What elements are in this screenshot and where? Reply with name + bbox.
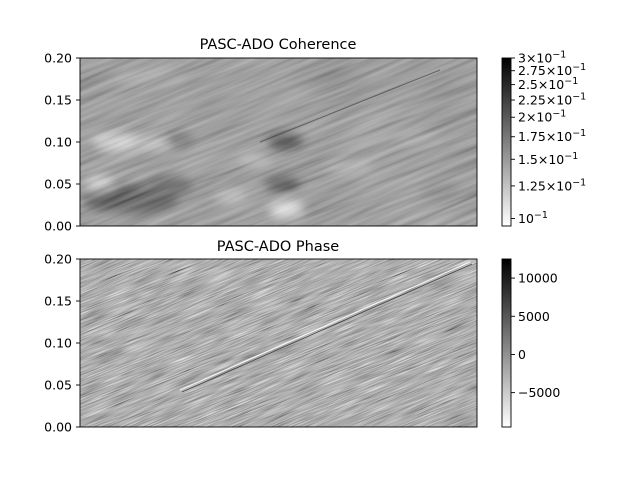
coherence-y-axis: 0.00 0.05 0.10 0.15 0.20 [44, 51, 80, 234]
phase-colorbar-gradient [502, 259, 511, 427]
coherence-cbtick-label: 2.5×10−1 [518, 76, 578, 92]
phase-image [80, 259, 477, 427]
phase-ytick-label: 0.20 [44, 252, 72, 267]
coherence-cbtick-label: 2.75×10−1 [518, 62, 586, 78]
coherence-title: PASC-ADO Coherence [200, 37, 357, 53]
coherence-ytick-label: 0.15 [44, 93, 72, 108]
phase-panel: PASC-ADO Phase 0.00 0.05 0.10 0.15 0.20 1000… [44, 239, 560, 435]
phase-cbtick-label: 5000 [518, 309, 550, 324]
phase-ytick-label: 0.15 [44, 294, 72, 309]
coherence-cbtick-label: 10−1 [518, 210, 548, 226]
phase-cbtick-label: −5000 [518, 385, 560, 400]
phase-title: PASC-ADO Phase [217, 239, 339, 255]
coherence-cbtick-label: 3×10−1 [518, 50, 566, 66]
coherence-cbtick-label: 1.75×10−1 [518, 128, 586, 144]
coherence-ytick-label: 0.10 [44, 135, 72, 150]
coherence-ytick-label: 0.00 [44, 219, 72, 234]
coherence-colorbar: 3×10−12.75×10−12.5×10−12.25×10−12×10−1 1.… [501, 50, 586, 227]
phase-cbtick-label: 10000 [518, 271, 558, 286]
phase-ytick-label: 0.10 [44, 336, 72, 351]
coherence-cbtick-label: 1.25×10−1 [518, 177, 586, 193]
phase-cbtick-label: 0 [518, 347, 526, 362]
coherence-cbtick-label: 2×10−1 [518, 109, 566, 125]
coherence-image [80, 58, 477, 226]
coherence-ytick-label: 0.05 [44, 177, 72, 192]
coherence-colorbar-gradient [502, 58, 511, 226]
phase-ytick-label: 0.05 [44, 378, 72, 393]
phase-colorbar: 10000 5000 0 −5000 [501, 258, 560, 428]
phase-y-axis: 0.00 0.05 0.10 0.15 0.20 [44, 252, 80, 435]
coherence-ytick-label: 0.20 [44, 51, 72, 66]
coherence-cbtick-label: 2.25×10−1 [518, 92, 586, 108]
coherence-cbtick-label: 1.5×10−1 [518, 151, 578, 167]
coherence-panel: PASC-ADO Coherence [44, 37, 586, 234]
phase-ytick-label: 0.00 [44, 420, 72, 435]
